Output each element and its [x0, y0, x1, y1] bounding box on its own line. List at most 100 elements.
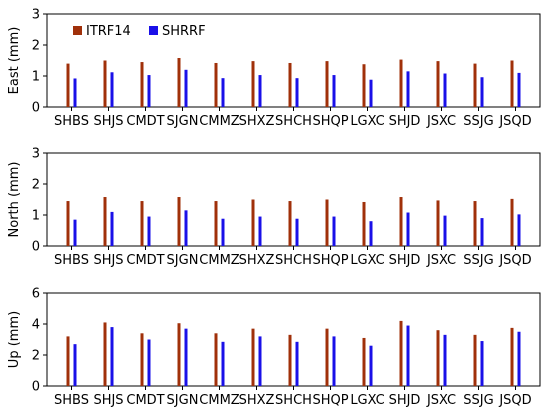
bar-shrrf-sjgn [184, 69, 188, 107]
bar-itrf14-shjs [103, 322, 107, 386]
bar-shrrf-cmdt [147, 339, 151, 386]
y-tick-label: 0 [32, 380, 40, 395]
y-axis-label: Up (mm) [7, 311, 22, 368]
x-tick-label: SHQP [312, 393, 348, 408]
x-tick-label: CMDT [126, 393, 164, 408]
bar-itrf14-shqp [325, 328, 329, 386]
x-tick-label: LGXC [350, 114, 384, 129]
bar-itrf14-shjd [399, 320, 403, 386]
y-tick-label: 1 [32, 70, 40, 85]
bar-shrrf-sjgn [184, 328, 188, 386]
bar-shrrf-cmdt [147, 75, 151, 107]
x-tick-label: SJGN [167, 114, 199, 129]
x-tick-label: CMMZ [199, 393, 240, 408]
x-tick-label: JSXC [426, 114, 456, 129]
x-tick-label: SHBS [54, 253, 89, 268]
bar-itrf14-jsqd [510, 198, 514, 246]
bar-shrrf-shqp [332, 336, 336, 386]
bar-shrrf-shxz [258, 75, 262, 107]
bar-shrrf-sjgn [184, 210, 188, 246]
bar-shrrf-shbs [73, 219, 77, 246]
x-tick-label: SHQP [312, 253, 348, 268]
x-tick-label: SHXZ [239, 253, 275, 268]
y-tick-label: 2 [32, 39, 40, 54]
bar-itrf14-cmdt [140, 333, 144, 386]
x-tick-label: SHJD [389, 114, 421, 129]
y-tick-label: 4 [32, 318, 40, 333]
bar-shrrf-shjd [406, 71, 410, 107]
y-tick-label: 2 [32, 349, 40, 364]
y-tick-label: 0 [32, 101, 40, 116]
y-tick-label: 3 [32, 8, 40, 23]
y-tick-label: 1 [32, 209, 40, 224]
axis-frame [46, 152, 541, 247]
bar-shrrf-cmdt [147, 216, 151, 246]
x-tick-label: SSJG [463, 393, 493, 408]
bar-shrrf-shjs [110, 327, 114, 386]
bar-shrrf-ssjg [480, 341, 484, 386]
bar-itrf14-sjgn [177, 197, 181, 246]
x-tick-label: CMDT [126, 114, 164, 129]
bar-shrrf-shch [295, 78, 299, 107]
x-tick-label: SSJG [463, 114, 493, 129]
bar-shrrf-jsxc [443, 334, 447, 386]
bar-shrrf-jsxc [443, 73, 447, 107]
x-tick-label: SHJD [389, 253, 421, 268]
bar-itrf14-lgxc [362, 64, 366, 107]
bar-itrf14-ssjg [473, 201, 477, 246]
bar-itrf14-sjgn [177, 323, 181, 386]
bar-itrf14-cmdt [140, 62, 144, 107]
bar-shrrf-shxz [258, 336, 262, 386]
bar-itrf14-shxz [251, 199, 255, 246]
bar-itrf14-shbs [66, 336, 70, 386]
bar-shrrf-lgxc [369, 79, 373, 107]
bar-shrrf-shqp [332, 216, 336, 246]
x-tick-label: JSXC [426, 253, 456, 268]
x-tick-label: SHXZ [239, 393, 275, 408]
bar-shrrf-ssjg [480, 218, 484, 246]
bar-shrrf-shjd [406, 325, 410, 386]
bar-itrf14-cmmz [214, 201, 218, 246]
bar-shrrf-jsqd [517, 72, 521, 107]
legend: ITRF14 SHRRF [73, 24, 206, 39]
legend-swatch-itrf14 [73, 26, 82, 35]
bar-itrf14-ssjg [473, 334, 477, 386]
x-tick-label: LGXC [350, 253, 384, 268]
bar-itrf14-sjgn [177, 58, 181, 107]
bar-itrf14-lgxc [362, 337, 366, 386]
bar-shrrf-shch [295, 218, 299, 246]
bar-shrrf-cmmz [221, 341, 225, 386]
x-tick-label: JSQD [498, 114, 531, 129]
x-tick-label: SHQP [312, 114, 348, 129]
bar-shrrf-lgxc [369, 345, 373, 386]
x-tick-label: SJGN [167, 393, 199, 408]
bar-itrf14-ssjg [473, 63, 477, 107]
bar-itrf14-shch [288, 334, 292, 386]
x-tick-label: SHJS [93, 393, 123, 408]
bar-itrf14-cmdt [140, 201, 144, 246]
bar-itrf14-jsqd [510, 327, 514, 386]
x-tick-label: SHCH [275, 253, 312, 268]
x-tick-label: SHCH [275, 114, 312, 129]
bar-itrf14-cmmz [214, 62, 218, 107]
bar-shrrf-shch [295, 341, 299, 386]
legend-label-shrrf: SHRRF [162, 24, 206, 39]
bar-itrf14-shqp [325, 61, 329, 107]
x-tick-label: JSQD [498, 393, 531, 408]
y-axis-label: East (mm) [7, 27, 22, 95]
x-tick-label: SHBS [54, 114, 89, 129]
bar-itrf14-shch [288, 201, 292, 246]
bar-itrf14-shjs [103, 60, 107, 107]
bar-shrrf-shqp [332, 75, 336, 107]
bar-shrrf-shxz [258, 216, 262, 246]
bar-itrf14-shjd [399, 59, 403, 107]
x-tick-label: SHJS [93, 114, 123, 129]
bar-shrrf-shjd [406, 212, 410, 246]
bar-shrrf-shbs [73, 78, 77, 107]
legend-swatch-shrrf [149, 26, 158, 35]
y-axis-label: North (mm) [7, 162, 22, 238]
